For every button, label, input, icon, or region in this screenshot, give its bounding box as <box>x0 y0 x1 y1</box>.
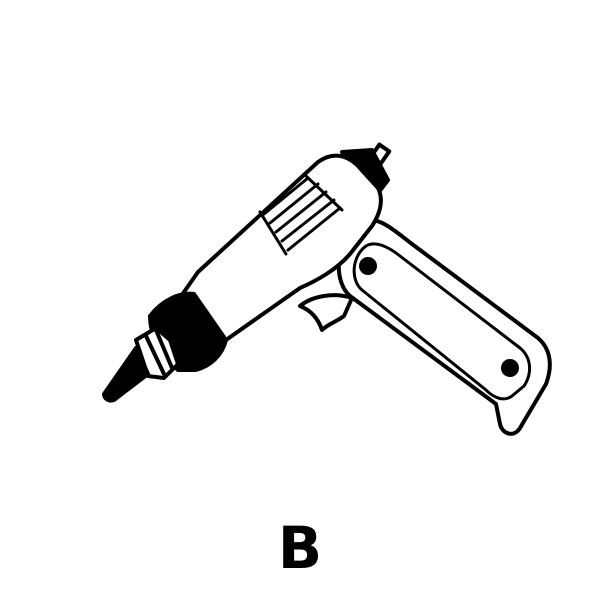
handle-rivet-top <box>359 257 377 275</box>
nozzle-nut-line-2 <box>154 328 174 370</box>
nozzle-tip <box>102 346 150 403</box>
nozzle-nut-line-1 <box>144 334 166 376</box>
vent-grille <box>258 174 344 256</box>
trigger <box>298 293 354 332</box>
figure-caption: B <box>277 514 323 582</box>
handle-rivet-bottom <box>501 359 519 377</box>
handle-grip-outline <box>352 242 531 401</box>
glue-gun-icon <box>102 142 552 436</box>
